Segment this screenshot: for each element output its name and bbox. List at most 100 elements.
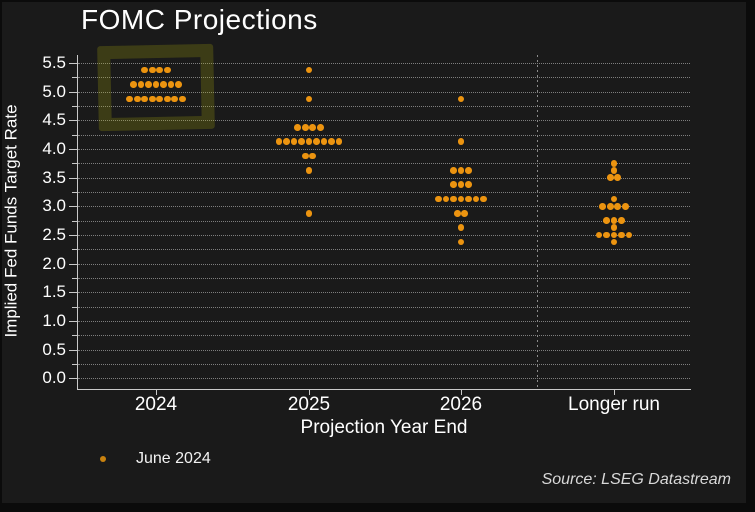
gridline bbox=[78, 63, 690, 64]
projection-dot bbox=[610, 195, 618, 203]
x-tick-label-2025: 2025 bbox=[287, 394, 331, 415]
y-major-tick bbox=[69, 292, 77, 294]
projection-dot bbox=[453, 210, 461, 217]
legend-label: June 2024 bbox=[136, 450, 211, 467]
gridline bbox=[78, 105, 690, 107]
projection-dot bbox=[450, 167, 457, 174]
projection-dot bbox=[335, 138, 343, 146]
projection-dot bbox=[148, 95, 156, 103]
y-minor-tick bbox=[72, 191, 77, 193]
projection-dot bbox=[480, 195, 487, 203]
projection-dot bbox=[156, 95, 164, 103]
y-minor-tick bbox=[72, 77, 77, 79]
projection-dot bbox=[610, 238, 618, 246]
x-tick bbox=[614, 389, 615, 395]
projection-dot bbox=[614, 174, 622, 181]
projection-dot bbox=[294, 124, 302, 131]
y-minor-tick bbox=[72, 249, 77, 251]
gridline bbox=[78, 292, 690, 294]
y-major-tick bbox=[69, 120, 77, 122]
y-major-tick bbox=[69, 263, 77, 265]
gridline bbox=[78, 378, 690, 380]
x-tick-label-longer-run: Longer run bbox=[568, 394, 660, 415]
projection-dot bbox=[610, 167, 618, 174]
projection-dot bbox=[283, 138, 290, 146]
x-tick-label-2024: 2024 bbox=[134, 394, 178, 415]
projection-dot bbox=[145, 81, 152, 88]
gridline bbox=[78, 277, 690, 279]
projection-dot bbox=[606, 202, 614, 210]
gridline bbox=[78, 206, 690, 208]
y-major-tick bbox=[69, 234, 77, 236]
y-minor-tick bbox=[72, 277, 77, 279]
gridline bbox=[78, 306, 690, 308]
x-tick bbox=[461, 389, 462, 395]
projection-dot bbox=[141, 66, 149, 74]
y-tick-label: 5.5 bbox=[42, 53, 66, 72]
projection-dot bbox=[163, 66, 171, 74]
gridline bbox=[78, 120, 690, 122]
x-tick bbox=[309, 389, 310, 395]
longer-run-separator bbox=[537, 55, 538, 389]
y-tick-label: 2.5 bbox=[42, 224, 66, 244]
gridline bbox=[78, 134, 690, 136]
y-major-tick bbox=[69, 320, 77, 322]
projection-dot bbox=[130, 81, 137, 88]
legend: June 2024 bbox=[100, 450, 211, 468]
y-minor-tick bbox=[72, 306, 77, 308]
projection-dot bbox=[290, 138, 298, 146]
projection-dot bbox=[305, 95, 313, 103]
projection-dot bbox=[457, 167, 465, 174]
y-tick-label: 3.0 bbox=[42, 196, 66, 216]
projection-dot bbox=[163, 95, 171, 103]
y-minor-tick bbox=[72, 105, 77, 107]
gridline bbox=[78, 363, 690, 365]
projection-dot bbox=[599, 202, 607, 210]
x-tick-label-2026: 2026 bbox=[439, 394, 483, 415]
y-axis-spine bbox=[77, 55, 78, 389]
projection-dot bbox=[614, 202, 622, 210]
projection-dot bbox=[133, 95, 141, 103]
y-tick-label: 1.5 bbox=[42, 282, 66, 302]
y-axis-title-text: Implied Fed Funds Target Rate bbox=[2, 103, 21, 338]
projection-dot bbox=[305, 210, 313, 217]
projection-dot bbox=[465, 195, 472, 203]
gridline bbox=[78, 163, 690, 165]
y-tick-label: 5.0 bbox=[42, 81, 66, 101]
projection-dot bbox=[298, 138, 305, 146]
y-minor-tick bbox=[72, 134, 77, 136]
y-minor-tick bbox=[72, 220, 77, 222]
projection-dot bbox=[618, 231, 625, 239]
projection-dot bbox=[328, 138, 335, 146]
y-minor-tick bbox=[72, 363, 77, 365]
projection-dot bbox=[435, 195, 442, 203]
projection-dot bbox=[610, 159, 618, 167]
projection-dot bbox=[305, 167, 313, 174]
gridline bbox=[78, 148, 690, 150]
chart-title: FOMC Projections bbox=[81, 4, 318, 35]
projection-dot bbox=[275, 138, 283, 146]
projection-dot bbox=[450, 181, 457, 189]
projection-dot bbox=[160, 81, 167, 88]
projection-dot bbox=[126, 95, 134, 103]
y-major-tick bbox=[69, 91, 77, 93]
projection-dot bbox=[301, 124, 309, 131]
legend-dot-marker-icon bbox=[100, 456, 106, 462]
projection-dot bbox=[618, 217, 625, 224]
projection-dot bbox=[178, 95, 186, 103]
y-tick-label: 0.5 bbox=[42, 339, 66, 359]
projection-dot bbox=[309, 152, 317, 160]
y-tick-label: 4.5 bbox=[42, 110, 66, 130]
projection-dot bbox=[305, 138, 313, 146]
gridline bbox=[78, 77, 690, 79]
projection-dot bbox=[457, 224, 465, 232]
projection-dot bbox=[137, 81, 145, 88]
projection-dot bbox=[457, 195, 465, 203]
y-minor-tick bbox=[72, 163, 77, 165]
y-tick-label: 4.0 bbox=[42, 138, 66, 158]
projection-dot bbox=[461, 210, 469, 217]
gridline bbox=[78, 91, 690, 93]
y-major-tick bbox=[69, 378, 77, 380]
projection-dot bbox=[603, 231, 610, 239]
y-major-tick bbox=[69, 206, 77, 208]
